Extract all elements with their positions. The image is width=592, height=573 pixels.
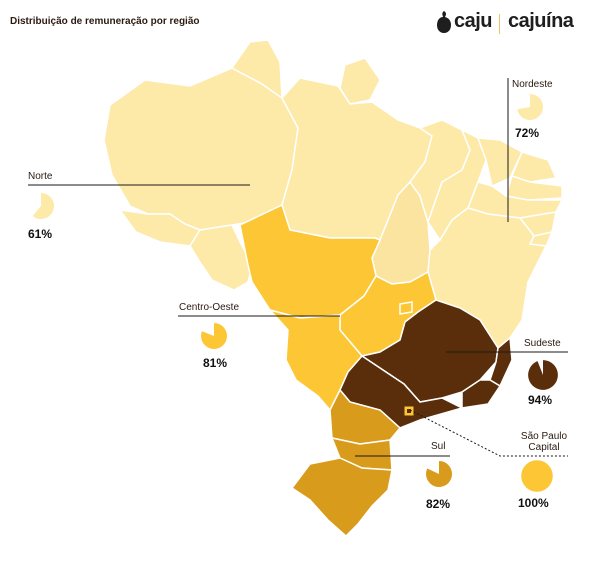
state-roraima	[230, 39, 283, 100]
pie-slice	[517, 94, 543, 120]
leader-lines	[28, 78, 568, 457]
region-sul	[290, 388, 402, 538]
pie-sudeste	[528, 360, 558, 390]
pie-slice	[426, 461, 452, 487]
caju-logo: caju	[436, 10, 493, 33]
value-sudeste: 94%	[528, 393, 553, 407]
pie-slice	[528, 360, 558, 390]
region-nordeste	[409, 119, 564, 350]
state-df	[399, 301, 413, 315]
pie-slice	[201, 323, 227, 349]
value-sao-paulo-capital: 100%	[518, 496, 549, 510]
label-nordeste: Nordeste	[512, 79, 553, 90]
cajuina-logo-text: cajuína	[508, 10, 574, 32]
label-norte: Norte	[28, 171, 53, 182]
region-norte	[103, 39, 433, 291]
pie-norte	[32, 193, 54, 219]
value-nordeste: 72%	[515, 126, 540, 140]
value-centro-oeste: 81%	[203, 356, 228, 370]
logo-separator	[499, 14, 500, 34]
chart-title: Distribuição de remuneração por região	[10, 16, 200, 27]
state-ceara	[476, 137, 523, 188]
region-centro-oeste	[239, 203, 437, 412]
pie-slice	[521, 460, 553, 492]
pie-sao-paulo-capital	[521, 460, 553, 492]
cashew-icon	[437, 10, 451, 33]
pie-centro-oeste	[201, 323, 227, 349]
caju-logo-text: caju	[454, 10, 493, 32]
capital-leader-line	[409, 409, 568, 457]
label-sul: Sul	[431, 441, 446, 452]
label-centro-oeste: Centro-Oeste	[179, 302, 240, 313]
state-rondonia	[189, 224, 253, 291]
state-rio-grande-do-sul	[290, 457, 393, 538]
value-sul: 82%	[426, 497, 451, 511]
label-sudeste: Sudeste	[524, 338, 561, 349]
pie-slice	[32, 193, 54, 219]
pie-sul	[426, 461, 452, 487]
region-sudeste	[339, 299, 513, 429]
state-rn	[510, 151, 558, 183]
label-sao-paulo-capital: São Paulo Capital	[520, 431, 568, 453]
state-amazonas	[103, 67, 299, 231]
value-norte: 61%	[28, 227, 53, 241]
cajuina-logo: cajuína	[508, 10, 574, 33]
pie-nordeste	[517, 94, 543, 120]
